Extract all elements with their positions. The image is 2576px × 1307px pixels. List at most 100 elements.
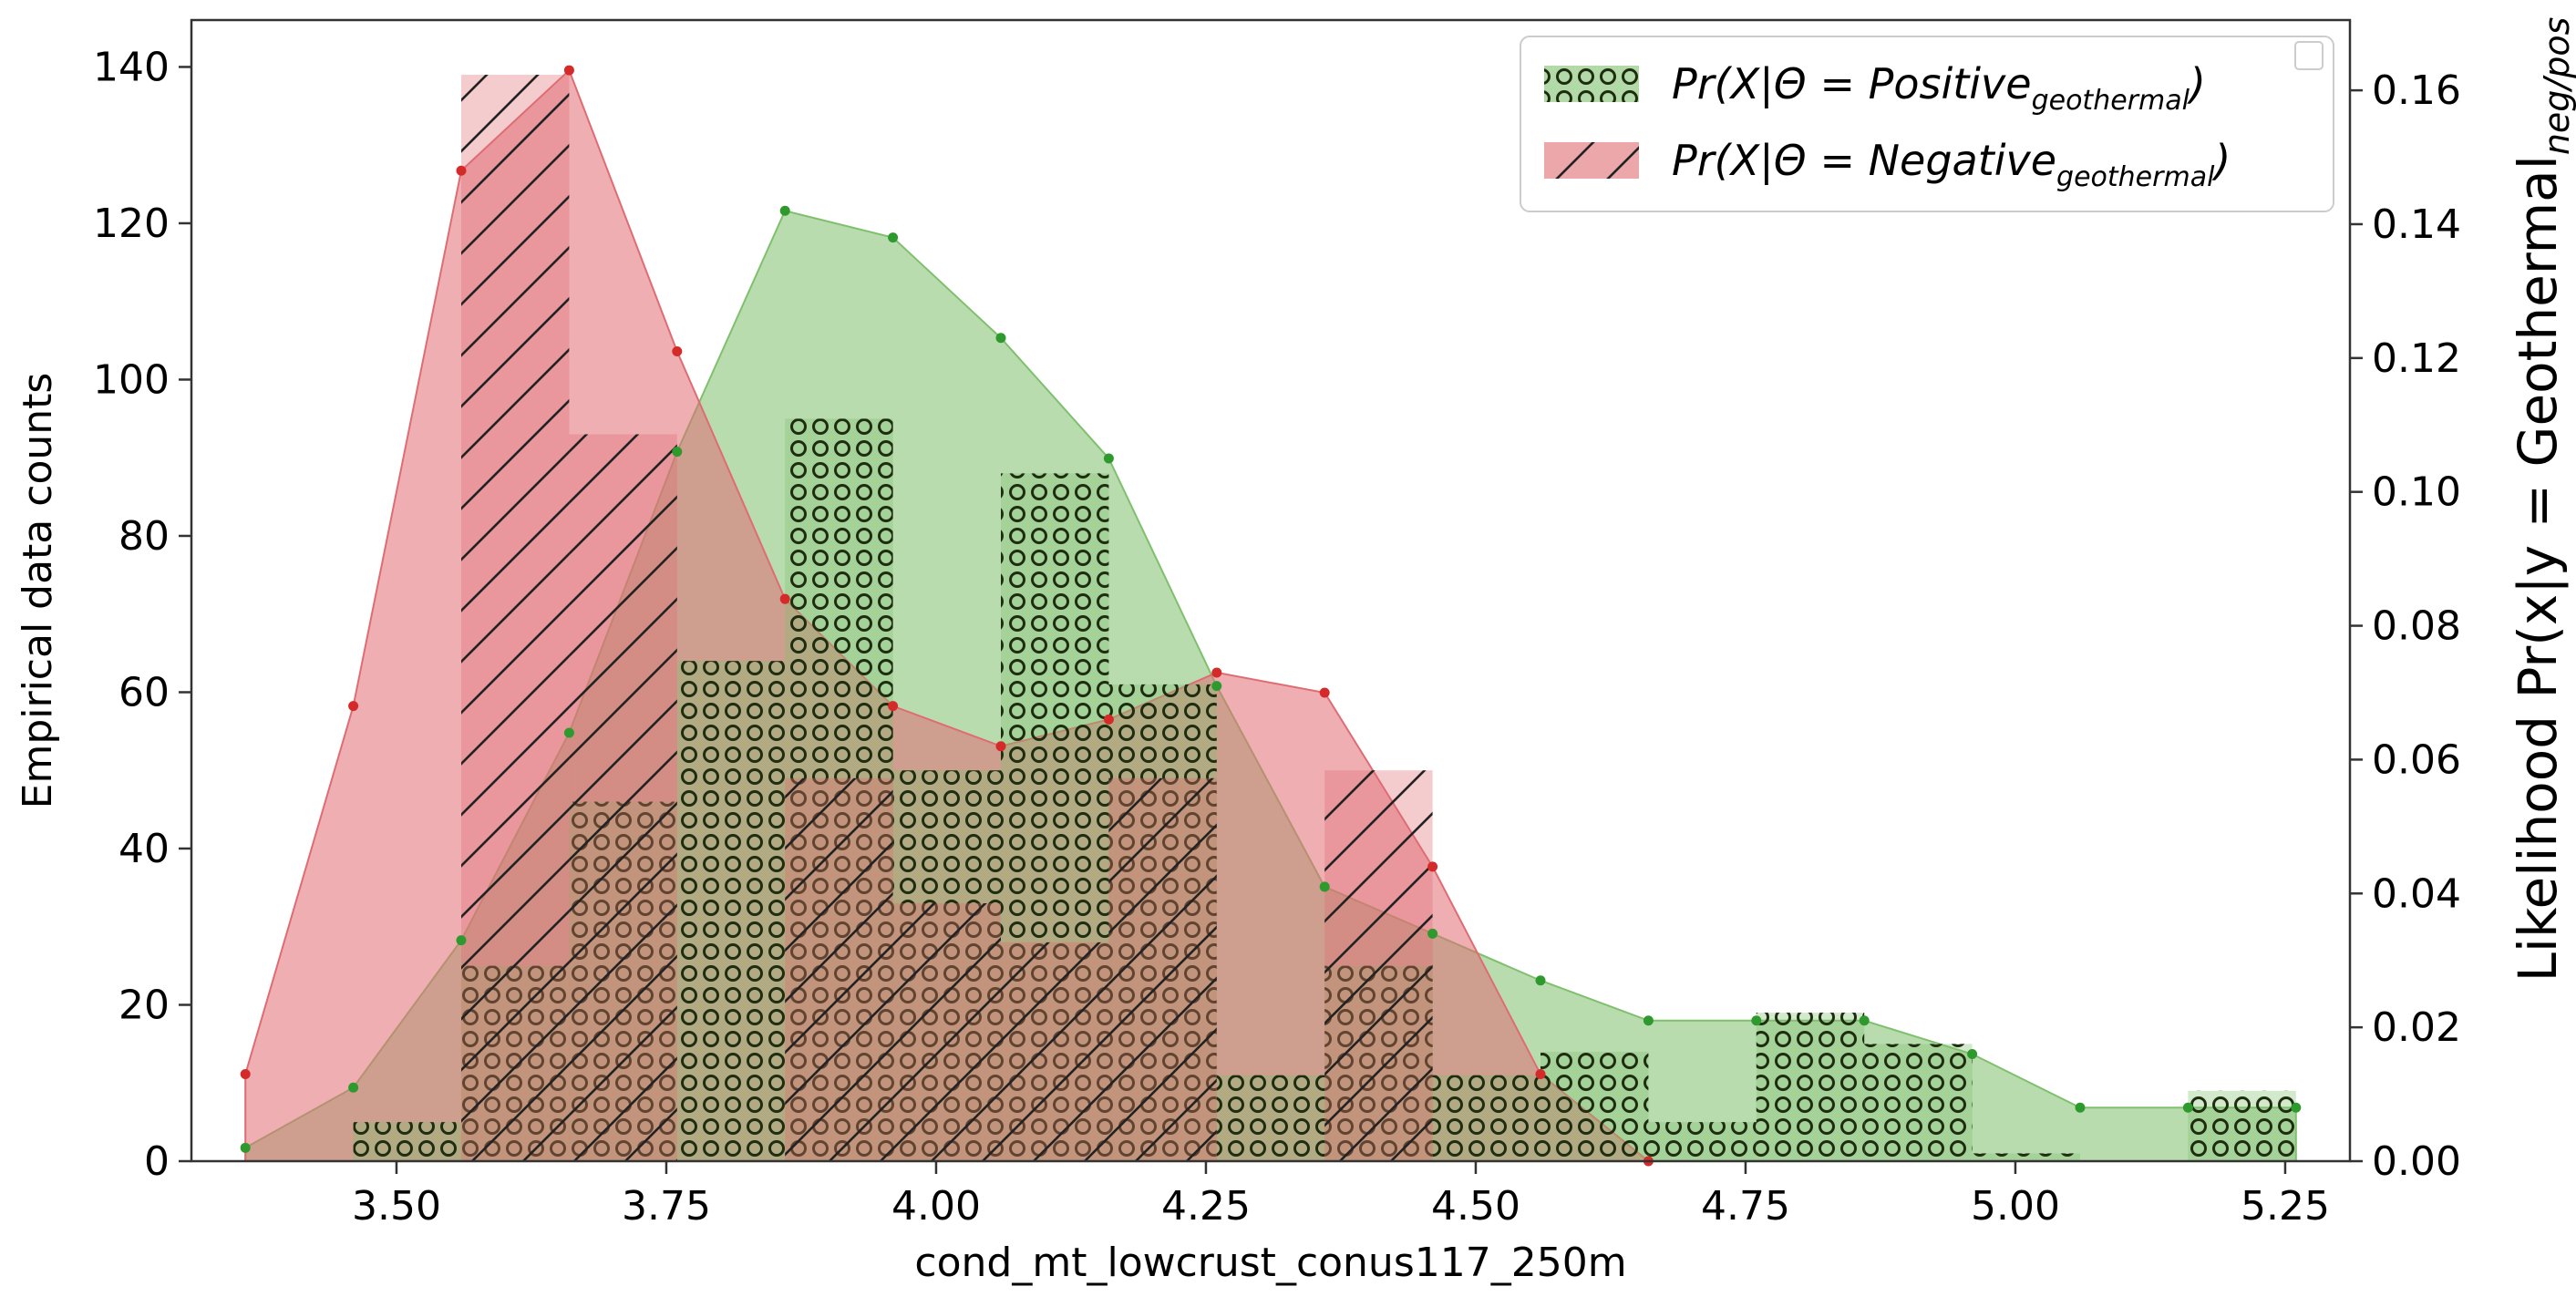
- likelihood-point-negative: [456, 165, 467, 176]
- plot-frame: [190, 18, 2352, 1163]
- y-axis-label: Empirical data counts: [15, 373, 61, 809]
- legend-swatch-negative: [1544, 142, 1639, 179]
- likelihood-point-positive: [1967, 1049, 1978, 1060]
- bar-hatch: [569, 434, 677, 1161]
- bar-hatch: [2188, 1090, 2296, 1161]
- legend-label-main: Pr(X|Θ = Negative: [1672, 136, 2056, 186]
- y-tick-label: 0: [144, 1138, 170, 1185]
- histogram-bar-positive: [353, 1122, 461, 1161]
- histogram-bar-positive: [1216, 1075, 1325, 1161]
- bar-hatch: [1108, 777, 1217, 1161]
- x-axis-label: cond_mt_lowcrust_conus117_250m: [914, 1240, 1626, 1286]
- histogram-bar-negative: [569, 434, 677, 1161]
- y-tick-label: 80: [118, 513, 170, 560]
- legend-swatch-hatch: [1544, 66, 1639, 102]
- likelihood-point-negative: [348, 701, 359, 712]
- likelihood-point-negative: [1103, 714, 1114, 725]
- likelihood-point-negative: [240, 1069, 251, 1080]
- likelihood-point-positive: [995, 333, 1006, 344]
- y-right-tick-label: 0.04: [2372, 870, 2461, 917]
- likelihood-point-negative: [995, 741, 1006, 752]
- likelihood-point-negative: [779, 593, 790, 604]
- bar-hatch: [1756, 1013, 1865, 1161]
- y-right-tick-label: 0.14: [2372, 201, 2461, 248]
- likelihood-point-positive: [563, 727, 574, 738]
- histogram-bar-positive: [1864, 1044, 1973, 1161]
- histogram-bar-negative: [461, 75, 570, 1162]
- bar-hatch: [1648, 1122, 1757, 1161]
- y-right-tick-label: 0.00: [2372, 1138, 2461, 1185]
- y-tick-label: 100: [93, 356, 170, 403]
- likelihood-point-positive: [240, 1142, 251, 1153]
- likelihood-point-positive: [1751, 1015, 1762, 1026]
- likelihood-point-negative: [888, 701, 899, 712]
- likelihood-point-negative: [1535, 1069, 1546, 1080]
- likelihood-point-positive: [348, 1082, 359, 1093]
- likelihood-point-positive: [1643, 1015, 1654, 1026]
- likelihood-point-negative: [1211, 667, 1222, 678]
- y-tick-label: 40: [118, 826, 170, 872]
- histogram-bar-negative: [1001, 942, 1109, 1161]
- bar-hatch: [1540, 1051, 1649, 1161]
- likelihood-point-positive: [1103, 453, 1114, 464]
- likelihood-point-positive: [672, 447, 683, 458]
- y-tick-label: 140: [93, 44, 170, 90]
- likelihood-point-positive: [779, 205, 790, 216]
- x-tick-label: 4.75: [1701, 1183, 1790, 1230]
- histogram-bar-positive: [2188, 1090, 2296, 1161]
- bar-hatch: [1324, 770, 1433, 1161]
- x-tick-label: 3.50: [352, 1183, 441, 1230]
- legend-label-positive: Pr(X|Θ = Positivegeothermal): [1672, 59, 2206, 117]
- y-tick-label: 60: [118, 669, 170, 715]
- legend-label-close: ): [2187, 59, 2206, 108]
- x-tick-label: 3.75: [622, 1183, 711, 1230]
- legend-empty-handle: [2294, 41, 2324, 70]
- bar-hatch: [676, 661, 786, 1161]
- bar-hatch: [1972, 1153, 2080, 1161]
- likelihood-point-negative: [1319, 687, 1330, 698]
- histogram-bar-positive: [1432, 1075, 1540, 1161]
- histogram-bar-negative: [785, 777, 893, 1161]
- histogram-bar-positive: [1540, 1051, 1649, 1161]
- y-right-axis-label-main: Likelihood Pr(x|y = Geothermal: [2507, 155, 2569, 982]
- legend-label-sub: geothermal: [2056, 161, 2215, 193]
- bar-hatch: [1216, 1075, 1325, 1161]
- likelihood-point-positive: [1859, 1015, 1870, 1026]
- y-right-tick-label: 0.06: [2372, 736, 2461, 783]
- likelihood-point-positive: [2291, 1102, 2302, 1113]
- bar-hatch: [892, 903, 1001, 1161]
- bar-hatch: [785, 777, 893, 1161]
- y-right-tick-label: 0.10: [2372, 469, 2461, 516]
- x-tick-label: 5.00: [1971, 1183, 2060, 1230]
- x-tick-label: 5.25: [2241, 1183, 2330, 1230]
- likelihood-point-negative: [1427, 861, 1438, 872]
- likelihood-point-positive: [456, 935, 467, 946]
- histogram-bar-negative: [1324, 770, 1433, 1161]
- likelihood-point-positive: [2075, 1102, 2086, 1113]
- y-right-axis-label-sub: neg/pos: [2537, 17, 2576, 156]
- x-tick-label: 4.00: [891, 1183, 981, 1230]
- histogram-bar-positive: [676, 661, 786, 1161]
- y-right-tick-label: 0.12: [2372, 335, 2461, 382]
- y-tick-label: 120: [93, 201, 170, 247]
- y-right-tick-label: 0.02: [2372, 1004, 2461, 1051]
- likelihood-point-positive: [1535, 975, 1546, 986]
- y-right-axis-label: Likelihood Pr(x|y = Geothermalneg/pos: [2507, 17, 2576, 983]
- bar-hatch: [1864, 1044, 1973, 1161]
- legend-label-negative: Pr(X|Θ = Negativegeothermal): [1672, 136, 2231, 193]
- bar-hatch: [353, 1122, 461, 1161]
- likelihood-point-negative: [672, 345, 683, 356]
- histogram-bar-positive: [1648, 1122, 1757, 1161]
- likelihood-point-positive: [2182, 1102, 2193, 1113]
- bar-hatch: [1001, 942, 1109, 1161]
- likelihood-point-positive: [1211, 681, 1222, 692]
- x-tick-label: 4.25: [1161, 1183, 1251, 1230]
- histogram-bar-positive: [1756, 1013, 1865, 1161]
- histogram-bar-negative: [1108, 777, 1217, 1161]
- likelihood-point-positive: [888, 232, 899, 243]
- histogram-bar-negative: [892, 903, 1001, 1161]
- y-right-tick-label: 0.08: [2372, 603, 2461, 650]
- x-tick-label: 4.50: [1431, 1183, 1520, 1230]
